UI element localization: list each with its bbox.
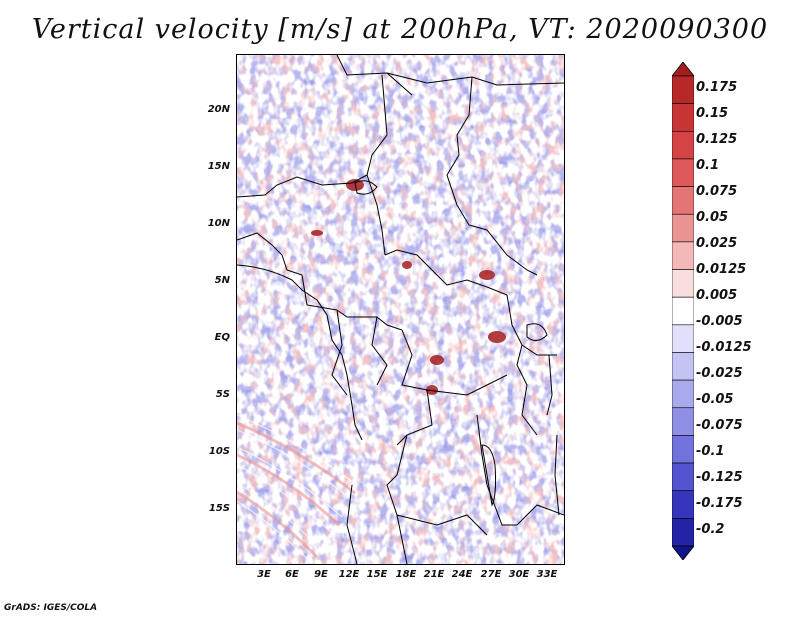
colorbar <box>672 62 694 560</box>
colorbar-segment <box>672 379 694 409</box>
colorbar-label: 0.15 <box>696 106 729 121</box>
colorbar-segment <box>672 296 694 326</box>
colorbar-label: 0.05 <box>696 210 729 225</box>
x-tick: 33E <box>536 569 558 580</box>
colorbar-label: -0.05 <box>696 392 734 407</box>
colorbar-label: -0.075 <box>696 418 743 433</box>
lakes <box>354 180 560 516</box>
colorbar-bottom-arrow <box>672 545 694 560</box>
colorbar-segment <box>672 158 694 187</box>
colorbar-segment <box>672 130 694 160</box>
sw-red-streaks <box>237 421 356 559</box>
y-tick: 5N <box>214 275 230 286</box>
x-tick: 27E <box>480 569 502 580</box>
colorbar-segment <box>672 324 694 353</box>
country-borders <box>237 55 564 564</box>
colorbar-label: -0.025 <box>696 366 743 381</box>
colorbar-label: -0.0125 <box>696 340 752 355</box>
sw-streaks <box>237 414 358 564</box>
colorbar-label: 0.0125 <box>696 262 747 277</box>
colorbar-segment <box>672 186 694 215</box>
colorbar-segment <box>672 213 694 243</box>
y-tick: 20N <box>207 104 230 115</box>
x-tick: 9E <box>314 569 328 580</box>
y-tick: 10S <box>208 446 230 457</box>
x-tick: 3E <box>257 569 271 580</box>
colorbar-segment <box>672 269 694 298</box>
colorbar-label: 0.005 <box>696 288 738 303</box>
colorbar-segment <box>672 518 694 547</box>
y-tick: EQ <box>214 332 230 343</box>
updraft-cells <box>311 179 506 395</box>
coastline <box>237 264 363 441</box>
y-tick: 5S <box>215 389 230 400</box>
colorbar-segment <box>672 352 694 381</box>
colorbar-label: 0.1 <box>696 158 720 173</box>
x-tick: 6E <box>285 569 299 580</box>
colorbar-segment <box>672 490 694 519</box>
map-svg <box>237 55 564 564</box>
colorbar-label: 0.025 <box>696 236 738 251</box>
x-tick: 30E <box>508 569 530 580</box>
colorbar-top-arrow <box>672 62 694 77</box>
y-tick: 15S <box>208 503 230 514</box>
y-tick: 15N <box>207 161 230 172</box>
colorbar-label: -0.2 <box>696 522 725 537</box>
colorbar-segment <box>672 241 694 270</box>
y-tick: 10N <box>207 218 230 229</box>
x-tick: 15E <box>366 569 388 580</box>
colorbar-segment <box>672 407 694 436</box>
colorbar-label: -0.005 <box>696 314 743 329</box>
colorbar-label: 0.075 <box>696 184 738 199</box>
colorbar-segment <box>672 435 694 464</box>
colorbar-label: 0.175 <box>696 80 738 95</box>
map-panel <box>236 54 565 565</box>
colorbar-label: 0.125 <box>696 132 738 147</box>
x-tick: 24E <box>451 569 473 580</box>
colorbar-segment <box>672 75 694 104</box>
x-tick: 12E <box>338 569 360 580</box>
credit-text: GrADS: IGES/COLA <box>4 603 98 613</box>
colorbar-segment <box>672 462 694 492</box>
chart-title: Vertical velocity [m/s] at 200hPa, VT: 2… <box>31 14 769 45</box>
colorbar-label: -0.125 <box>696 470 743 485</box>
field-white-contours <box>237 55 564 564</box>
colorbar-label: -0.175 <box>696 496 743 511</box>
colorbar-label: -0.1 <box>696 444 725 459</box>
colorbar-segment <box>672 103 694 132</box>
x-tick: 21E <box>423 569 445 580</box>
x-tick: 18E <box>395 569 417 580</box>
